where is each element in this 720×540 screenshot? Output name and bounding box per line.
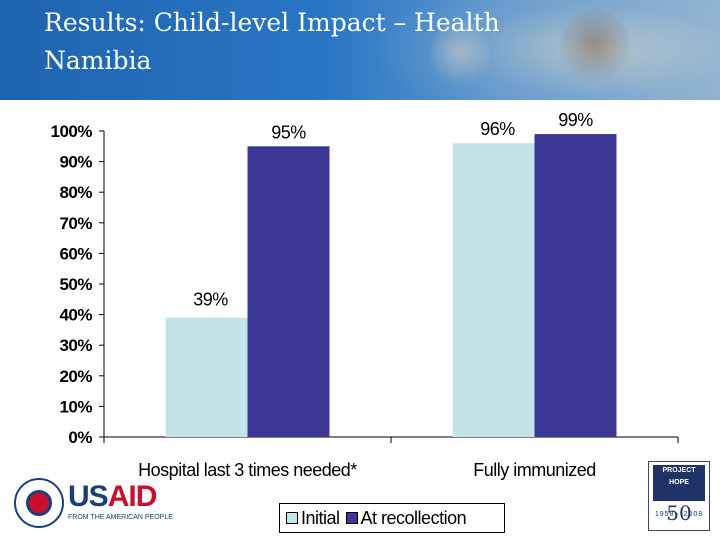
- banner-photo-child: [560, 8, 630, 88]
- x-axis: [103, 436, 679, 443]
- bar-initial: [165, 317, 248, 437]
- bar-chart: 0% 10% 20% 30% 40% 50% 60% 70% 80% 90% 100% 39% 95%…: [51, 110, 679, 480]
- anniversary-number: 50: [666, 501, 692, 525]
- data-label: 95%: [271, 122, 306, 142]
- y-tick-label: 100%: [51, 122, 93, 141]
- y-tick-label: 50%: [59, 275, 92, 294]
- data-labels: 39% 95% 96% 99%: [193, 110, 594, 310]
- legend-swatch-at-recollection: [345, 512, 358, 524]
- bar-initial: [452, 143, 535, 438]
- legend-item-at-recollection: At recollection: [345, 507, 467, 529]
- y-tick-label: 20%: [59, 367, 92, 386]
- y-tick-label: 90%: [59, 153, 92, 172]
- y-tick-label: 30%: [59, 336, 92, 355]
- y-axis: 0% 10% 20% 30% 40% 50% 60% 70% 80% 90% 100%: [51, 122, 105, 447]
- bar-at-recollection: [247, 146, 330, 438]
- y-tick-label: 70%: [59, 214, 92, 233]
- usaid-tagline: FROM THE AMERICAN PEOPLE: [68, 514, 173, 521]
- data-label: 99%: [558, 110, 593, 130]
- y-tick-label: 40%: [59, 306, 92, 325]
- slide-title: Results: Child-level Impact – Health Nam…: [44, 4, 604, 80]
- legend-item-initial: Initial: [286, 508, 340, 529]
- legend-swatch-initial: [286, 512, 298, 524]
- legend-label-initial: Initial: [301, 507, 340, 528]
- data-label: 39%: [193, 290, 228, 310]
- project-hope-50-logo: PROJECT HOPE 50 1958 · 2008: [648, 461, 710, 531]
- anniversary-years: 1958 · 2008: [654, 511, 704, 518]
- y-tick-label: 10%: [59, 397, 92, 416]
- y-tick-label: 60%: [59, 244, 92, 263]
- category-labels: Hospital last 3 times needed* Fully immun…: [138, 460, 596, 480]
- chart-legend: Initial At recollection: [279, 503, 505, 533]
- project-hope-mark: PROJECT HOPE: [653, 465, 705, 501]
- y-tick-label: 0%: [68, 428, 92, 447]
- banner-photo-child: [430, 20, 490, 90]
- usaid-wordmark: USAID: [68, 480, 157, 513]
- header-banner: Results: Child-level Impact – Health Nam…: [0, 0, 720, 100]
- slide-title-line2: Namibia: [44, 46, 152, 75]
- category-label: Hospital last 3 times needed*: [138, 460, 357, 480]
- usaid-seal-icon: [14, 478, 64, 528]
- y-tick-label: 80%: [59, 183, 92, 202]
- bar-at-recollection: [534, 134, 617, 437]
- bars: [165, 134, 617, 438]
- slide-title-line1: Results: Child-level Impact – Health: [44, 8, 500, 37]
- banner-photo: [380, 0, 720, 100]
- legend-label-at-recollection: At recollection: [360, 507, 467, 528]
- category-label: Fully immunized: [473, 460, 596, 480]
- data-label: 96%: [480, 119, 515, 139]
- usaid-logo: USAID FROM THE AMERICAN PEOPLE: [14, 478, 174, 530]
